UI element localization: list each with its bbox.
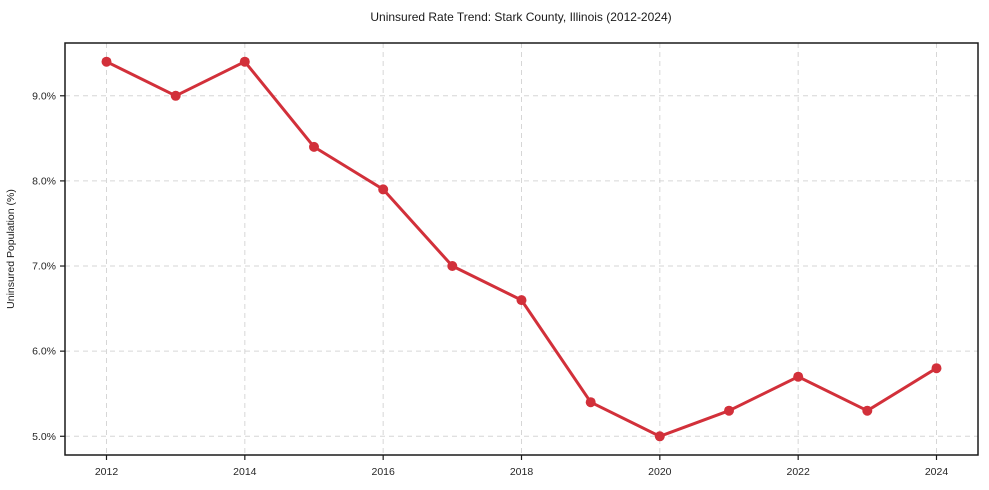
data-point — [931, 363, 942, 374]
data-point — [170, 90, 181, 101]
x-tick-label: 2012 — [95, 466, 119, 478]
x-tick-label: 2018 — [510, 466, 534, 478]
data-point — [516, 295, 527, 306]
data-point — [309, 141, 319, 152]
data-point — [101, 56, 112, 67]
chart-title: Uninsured Rate Trend: Stark County, Illi… — [370, 10, 671, 24]
data-point — [793, 371, 804, 382]
x-tick-label: 2024 — [925, 466, 949, 478]
data-point — [654, 431, 665, 442]
data-point — [724, 405, 734, 416]
axis-layer: 5.0% 6.0% 7.0% 8.0% 9.0% 2012 2014 2016 2018 2020… — [32, 42, 979, 478]
data-point — [585, 397, 596, 408]
y-tick-label: 7.0% — [32, 261, 56, 273]
x-tick-label: 2022 — [786, 466, 810, 478]
y-tick-label: 9.0% — [32, 90, 56, 102]
x-tick-label: 2020 — [648, 466, 672, 478]
series-layer — [101, 56, 942, 442]
data-point — [239, 56, 250, 67]
grid-layer — [65, 43, 978, 455]
y-tick-label: 6.0% — [32, 346, 56, 358]
y-tick-label: 8.0% — [32, 175, 56, 187]
x-tick-label: 2016 — [371, 466, 395, 478]
data-point — [378, 184, 389, 195]
y-axis-label: Uninsured Population (%) — [5, 189, 17, 309]
y-tick-label: 5.0% — [32, 431, 56, 443]
data-point — [447, 261, 458, 271]
x-tick-label: 2014 — [233, 466, 257, 478]
data-point — [862, 405, 873, 416]
